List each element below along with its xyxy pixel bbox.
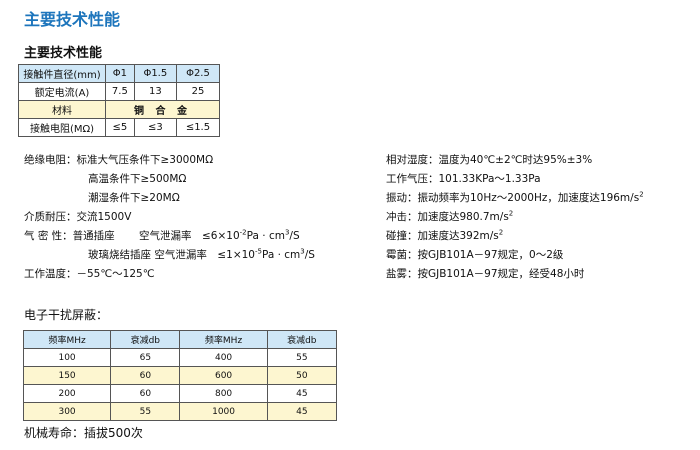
table-row: 150 60 600 50: [22, 366, 338, 385]
spec-line: 高温条件下≥500MΩ: [88, 173, 187, 185]
cell: 额定电流(A): [18, 82, 106, 101]
exp: 2: [639, 190, 644, 199]
cell: ≤5: [105, 118, 135, 137]
spec-line: 气 密 性：普通插座 空气泄漏率 ≤6×10-2Pa · cm3/S: [24, 228, 300, 243]
spec-line: 绝缘电阻：标准大气压条件下≥3000MΩ: [24, 154, 214, 166]
table-row: 300 55 1000 45: [22, 402, 338, 421]
cell: 接触件直径(mm): [18, 64, 106, 83]
exp: -2: [239, 228, 247, 237]
table-row: 200 60 800 45: [22, 384, 338, 403]
cell: 25: [175, 82, 221, 101]
cell: 13: [133, 82, 177, 101]
spec-line: 工作气压：101.33KPa～1.33Pa: [386, 173, 541, 185]
text: Pa · cm: [246, 230, 285, 242]
cell: 150: [22, 366, 112, 385]
cell: 400: [179, 348, 268, 367]
header-cell: 频率MHz: [22, 330, 112, 349]
section-title: 电子干扰屏蔽：: [24, 308, 109, 322]
header-cell: 衰减db: [110, 330, 181, 349]
cell: Φ1: [105, 64, 135, 83]
spec-line: 玻璃烧结插座 空气泄漏率 ≤1×10-5Pa · cm3/S: [88, 247, 315, 262]
cell: 7.5: [105, 82, 135, 101]
text: Pa · cm: [261, 249, 301, 261]
spec-line: 盐雾：按GJB101A－97规定，经受48小时: [386, 268, 585, 280]
cell: 55: [266, 348, 338, 367]
exp: 2: [498, 228, 504, 237]
cell: ≤1.5: [175, 118, 221, 137]
table-row: 材料 铜 合 金: [18, 100, 220, 119]
cell: 200: [22, 384, 112, 403]
emi-table: 频率MHz 衰减db 频率MHz 衰减db 100 65 400 55 150 60 60…: [22, 330, 338, 421]
cell: Φ1.5: [133, 64, 177, 83]
cell: 50: [266, 366, 338, 385]
spec-line: 振动：振动频率为10Hz～2000Hz，加速度达196m/s2: [386, 190, 644, 205]
cell: 300: [22, 402, 112, 421]
mechanical-life: 机械寿命：插拔500次: [24, 426, 143, 440]
spec-line: 工作温度：－55℃～125℃: [24, 268, 155, 280]
table-row: 接触电阻(MΩ) ≤5 ≤3 ≤1.5: [18, 118, 221, 137]
cell: 接触电阻(MΩ): [18, 118, 106, 137]
spec-line: 潮湿条件下≥20MΩ: [88, 192, 180, 204]
exp: 3: [284, 228, 290, 237]
spec-line: 相对湿度：温度为40℃±2℃时达95%±3%: [386, 154, 593, 166]
cell: 1000: [179, 402, 268, 421]
cell: 100: [22, 348, 112, 367]
cell: 45: [266, 384, 338, 403]
cell: 600: [179, 366, 268, 385]
text: 玻璃烧结插座 空气泄漏率 ≤1×10: [88, 249, 255, 261]
table-row: 额定电流(A) 7.5 13 25: [18, 82, 221, 101]
exp: -5: [254, 247, 262, 256]
spec-line: 霉菌：按GJB101A－97规定，0～2级: [386, 249, 564, 261]
text: 冲击：加速度达980.7m/s: [386, 211, 509, 223]
spec-line: 冲击：加速度达980.7m/s2: [386, 209, 513, 224]
cell: 45: [266, 402, 338, 421]
spec-line: 介质耐压：交流1500V: [24, 211, 132, 223]
header-cell: 频率MHz: [179, 330, 268, 349]
cell: Φ2.5: [175, 64, 221, 83]
section-title: 主要技术性能: [24, 46, 103, 61]
page-title: 主要技术性能: [24, 10, 121, 29]
table-row: 接触件直径(mm) Φ1 Φ1.5 Φ2.5: [18, 64, 221, 83]
exp: 3: [300, 247, 305, 256]
text: 振动：振动频率为10Hz～2000Hz，加速度达196m/s: [386, 192, 640, 204]
cell: 材料: [18, 100, 106, 119]
cell: 55: [110, 402, 181, 421]
table-row: 频率MHz 衰减db 频率MHz 衰减db: [22, 330, 338, 349]
cell: 铜 合 金: [105, 100, 220, 119]
text: 气 密 性：普通插座 空气泄漏率 ≤6×10: [24, 230, 240, 242]
text: 碰撞：加速度达392m/s: [386, 230, 499, 242]
spec-line: 碰撞：加速度达392m/s2: [386, 228, 503, 243]
cell: 800: [179, 384, 268, 403]
cell: 60: [110, 366, 181, 385]
header-cell: 衰减db: [266, 330, 338, 349]
cell: ≤3: [133, 118, 177, 137]
contact-spec-table: 接触件直径(mm) Φ1 Φ1.5 Φ2.5 额定电流(A) 7.5 13 25…: [18, 64, 221, 137]
text: /S: [289, 230, 300, 242]
cell: 60: [110, 384, 181, 403]
text: /S: [304, 249, 315, 261]
table-row: 100 65 400 55: [22, 348, 338, 367]
cell: 65: [110, 348, 181, 367]
exp: 2: [508, 209, 514, 218]
